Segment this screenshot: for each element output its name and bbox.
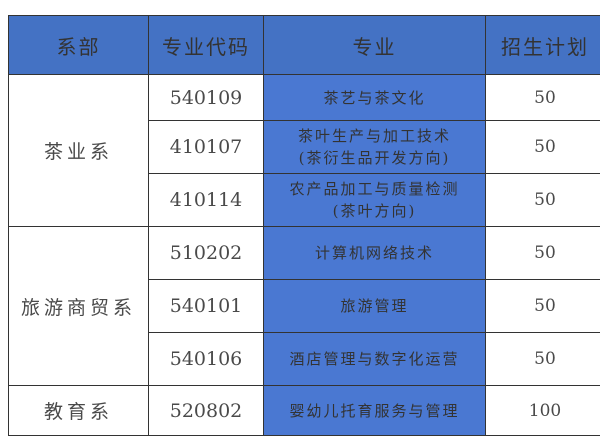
major-cell: 茶艺与茶文化 (263, 74, 486, 121)
major-name: 茶叶生产与加工技术 (297, 127, 451, 145)
header-code: 专业代码 (148, 15, 264, 75)
major-cell: 酒店管理与数字化运营 (263, 332, 486, 386)
major-direction: (茶衍生品开发方向) (298, 149, 451, 167)
code-cell: 540109 (148, 74, 264, 121)
major-name: 茶艺与茶文化 (323, 88, 426, 107)
plan-cell: 50 (485, 279, 600, 333)
plan-cell: 50 (485, 74, 600, 121)
major-cell: 农产品加工与质量检测 (茶叶方向) (263, 173, 486, 227)
plan-cell: 50 (485, 332, 600, 386)
code-cell: 520802 (148, 385, 264, 436)
major-cell: 婴幼儿托育服务与管理 (263, 385, 486, 436)
major-cell: 茶叶生产与加工技术 (茶衍生品开发方向) (263, 120, 486, 174)
major-cell: 计算机网络技术 (263, 226, 486, 280)
major-cell: 旅游管理 (263, 279, 486, 333)
header-plan: 招生计划 (485, 15, 600, 75)
code-cell: 510202 (148, 226, 264, 280)
table-row: 410114 农产品加工与质量检测 (茶叶方向) 50 (9, 173, 600, 227)
table-row: 茶业系 540109 茶艺与茶文化 50 (8, 74, 600, 227)
department-cell: 教育系 (8, 385, 149, 436)
code-cell: 540101 (148, 279, 264, 333)
enrollment-plan-table: 系部 专业代码 专业 招生计划 茶业系 540109 茶艺与茶文化 50 410… (8, 15, 600, 436)
plan-cell: 50 (485, 120, 600, 174)
plan-cell: 100 (485, 385, 600, 436)
table-row: 旅游商贸系 510202 计算机网络技术 50 (8, 226, 600, 386)
major-direction: (茶叶方向) (332, 202, 417, 220)
code-cell: 410107 (148, 120, 264, 174)
major-name: 农产品加工与质量检测 (289, 180, 460, 198)
header-major: 专业 (263, 15, 486, 75)
table-row: 540106 酒店管理与数字化运营 50 (9, 332, 600, 386)
table-row: 410107 茶叶生产与加工技术 (茶衍生品开发方向) 50 (9, 120, 600, 174)
plan-cell: 50 (485, 173, 600, 227)
code-cell: 540106 (148, 332, 264, 386)
plan-cell: 50 (485, 226, 600, 280)
department-cell: 旅游商贸系 (8, 226, 149, 386)
header-row: 系部 专业代码 专业 招生计划 (8, 15, 600, 75)
table-row: 教育系 520802 婴幼儿托育服务与管理 100 (8, 385, 600, 436)
department-cell: 茶业系 (8, 74, 149, 227)
header-department: 系部 (8, 15, 149, 75)
code-cell: 410114 (148, 173, 264, 227)
